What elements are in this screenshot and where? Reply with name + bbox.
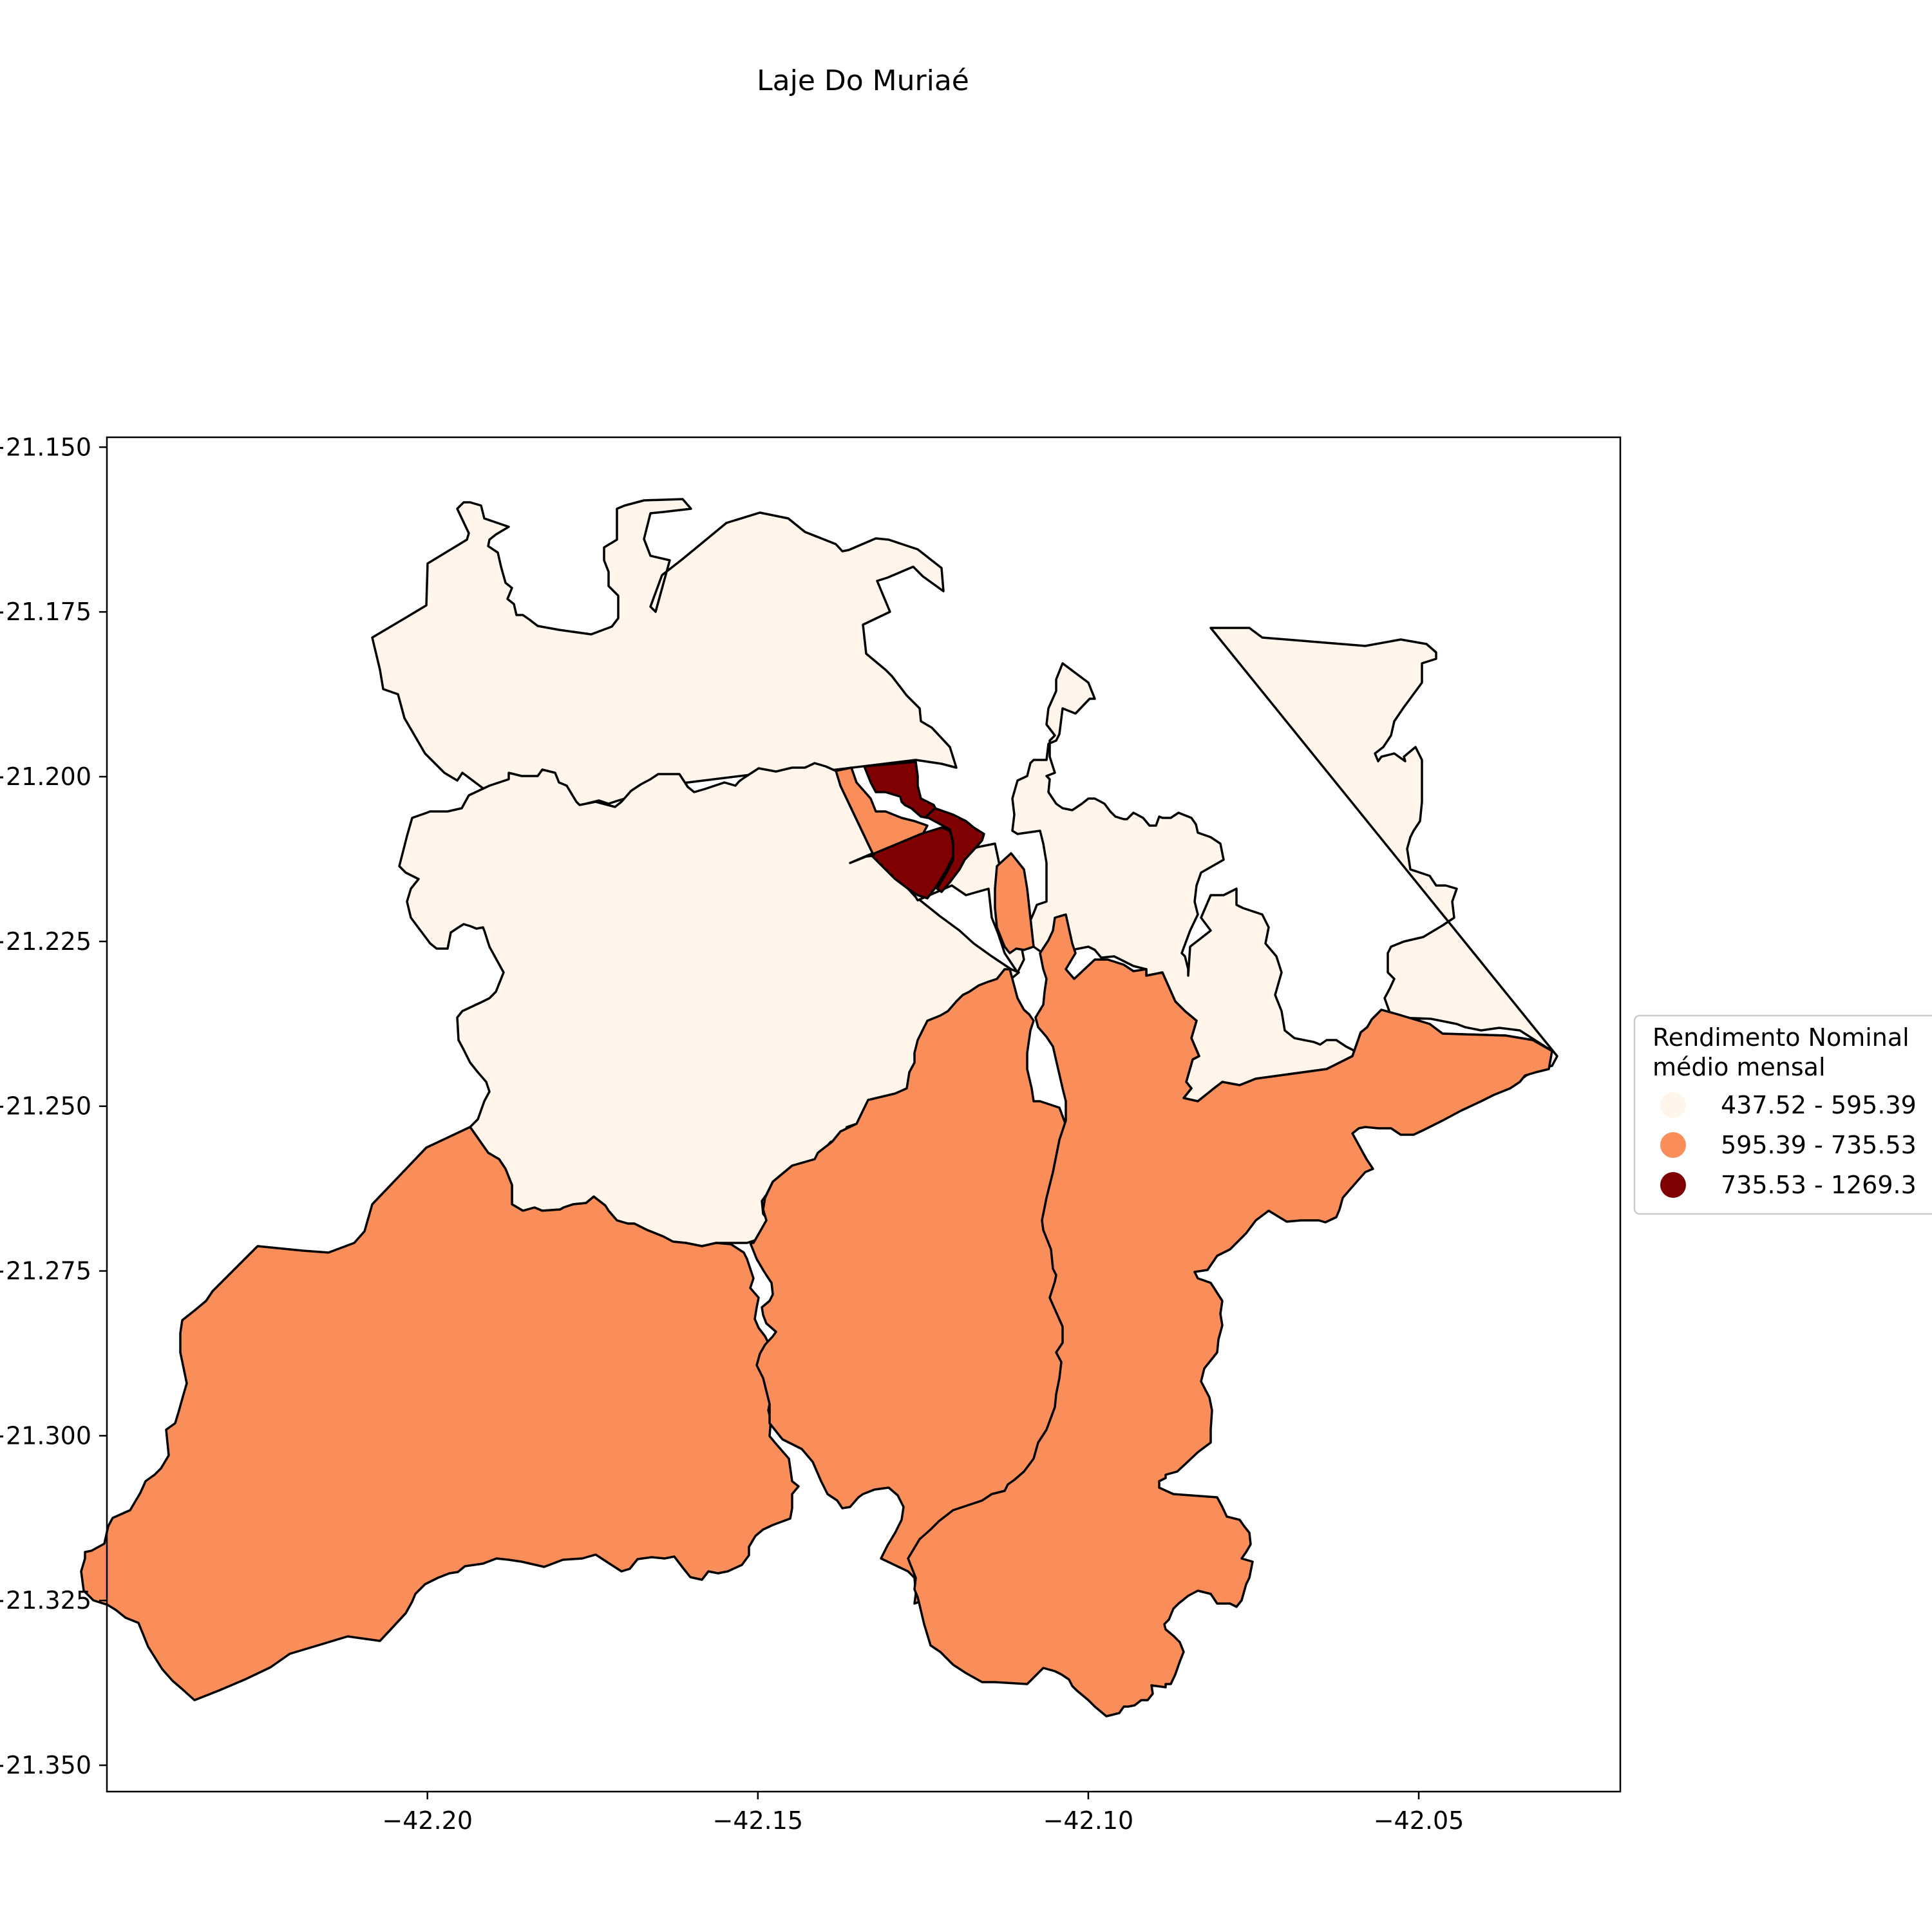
legend-frame xyxy=(1633,1014,1932,1215)
region-southwest xyxy=(80,1126,800,1701)
y-tick-label: −21.175 xyxy=(0,598,91,626)
region-southeast xyxy=(907,913,1553,1718)
x-tick-label: −42.10 xyxy=(1043,1806,1134,1835)
y-tick-label: −21.350 xyxy=(0,1751,91,1779)
legend-label: 735.53 - 1269.3 xyxy=(1721,1171,1917,1199)
y-tick-label: −21.225 xyxy=(0,927,91,956)
region-town-high-a xyxy=(863,761,938,819)
region-town-high-c xyxy=(925,807,985,893)
y-axis: −21.150 −21.175 −21.200 −21.225 −21.250 −21.2… xyxy=(0,433,107,1779)
y-tick-label: −21.275 xyxy=(0,1257,91,1285)
y-tick-label: −21.250 xyxy=(0,1092,91,1121)
y-tick-label: −21.325 xyxy=(0,1586,91,1615)
x-tick-label: −42.20 xyxy=(382,1806,473,1835)
region-town-medium-b xyxy=(994,852,1035,954)
legend-title-line1: Rendimento Nominal xyxy=(1653,1023,1909,1052)
x-tick-label: −42.15 xyxy=(712,1806,803,1835)
legend-swatch xyxy=(1660,1132,1686,1158)
y-tick-label: −21.300 xyxy=(0,1421,91,1450)
plot-frame xyxy=(106,436,1622,1793)
regions-layer xyxy=(80,498,1558,1718)
x-tick-label: −42.05 xyxy=(1374,1806,1464,1835)
legend-label: 595.39 - 735.53 xyxy=(1721,1131,1917,1159)
region-northeast xyxy=(1011,627,1558,1115)
y-tick-label: −21.150 xyxy=(0,433,91,461)
legend: Rendimento Nominal médio mensal 437.52 -… xyxy=(1633,1014,1932,1215)
region-town-high-b xyxy=(871,826,954,900)
legend-label: 437.52 - 595.39 xyxy=(1721,1091,1917,1119)
map-title: Laje Do Muriaé xyxy=(757,64,969,97)
legend-swatch xyxy=(1660,1172,1686,1198)
x-axis: −42.20 −42.15 −42.10 −42.05 xyxy=(382,1792,1464,1835)
legend-swatch xyxy=(1660,1092,1686,1118)
y-tick-label: −21.200 xyxy=(0,762,91,791)
legend-title-line2: médio mensal xyxy=(1653,1053,1826,1081)
legend-entries: 437.52 - 595.39 595.39 - 735.53 735.53 - 1… xyxy=(1660,1091,1917,1199)
region-town-medium-a xyxy=(835,766,929,864)
